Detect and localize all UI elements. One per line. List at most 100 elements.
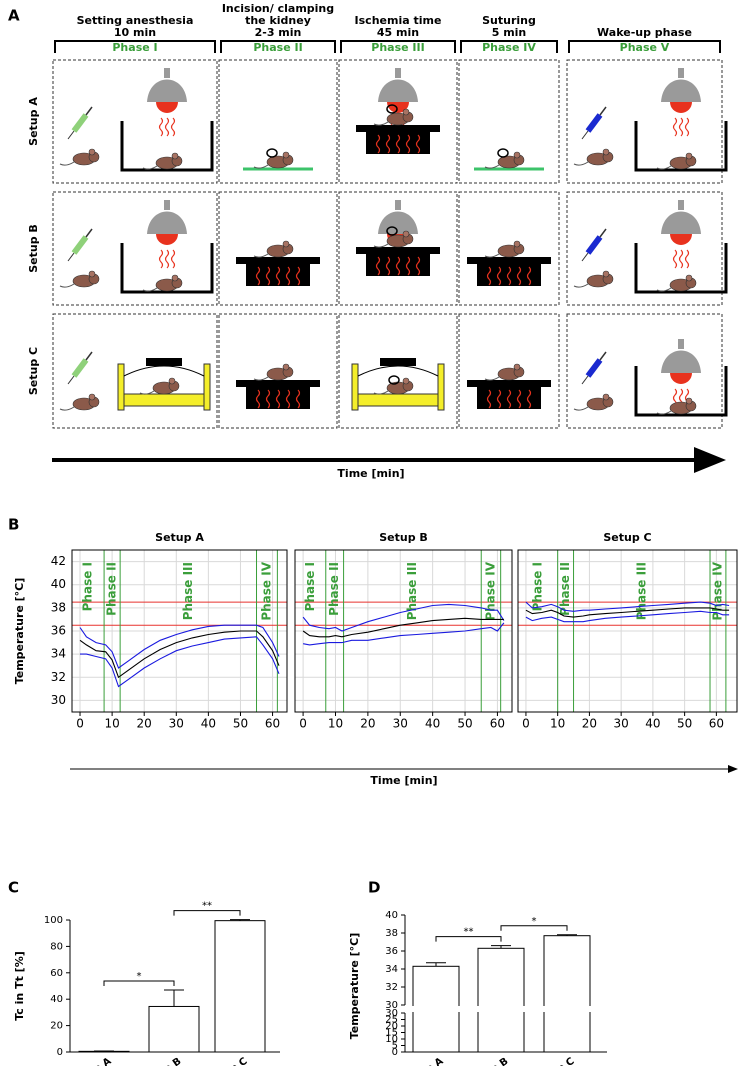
lamp-bulb [670,373,692,384]
phase-bracket [340,40,456,53]
y-tick-label: 20 [385,1021,398,1032]
time-arrow-head [694,447,726,473]
phase-bracket [54,40,216,53]
bed-post [203,363,211,411]
series-line [79,624,280,669]
phase-name: Phase II [253,41,302,54]
lamp-stem [678,339,684,349]
significance-label: ** [202,901,212,912]
heat-block [246,264,310,286]
phase-name: Phase I [112,41,157,54]
y-tick-label: 100 [44,915,63,926]
x-tick-label: 40 [645,717,660,731]
lamp-bulb [670,234,692,245]
setup-cell [566,313,723,429]
x-tick-label: 0 [299,717,307,731]
mouse-tail [573,161,589,166]
setup-cell [218,313,338,429]
axis-break [407,1006,607,1012]
heat-wave [275,389,281,409]
mouse-ear [602,270,610,278]
panel-label: A [8,7,20,25]
phase-title: 10 min [114,26,156,39]
mouse-ear [282,240,290,248]
lamp-bulb [670,102,692,113]
phase-label: Phase I [81,562,95,611]
clamp [386,226,398,236]
mouse-tail [373,121,389,126]
setup-cell [338,59,458,184]
phase-label: Phase IV [710,561,724,620]
phase-bracket [568,40,721,53]
heat-wave [395,256,401,276]
syringe-barrel [71,113,89,133]
significance-bracket [173,910,241,916]
syringe-plunger [599,228,607,238]
clamp [497,148,509,158]
heat-wave [265,266,271,286]
setup-cell [338,191,458,306]
lamp-stem [164,68,170,78]
series-line [79,630,280,679]
setup-label: Setup C [27,347,40,395]
heat-wave [385,134,391,154]
y-tick-label: 0 [57,1047,63,1058]
plot-frame [294,549,513,713]
heat-wave [405,134,411,154]
bed-post [351,363,359,411]
significance-label: * [137,971,142,982]
mouse-tail [142,165,158,170]
cage [634,243,728,294]
x-tick-label: 30 [393,717,408,731]
series-line [303,622,505,646]
setup-cell [338,313,458,429]
syringe-plunger [85,106,93,116]
syringe-needle [581,130,589,140]
heat-wave [526,266,532,286]
heat-wave [164,249,170,269]
y-tick-label: 34 [385,964,398,975]
heat-wave [506,389,512,409]
mouse-ear [513,363,521,371]
y-tick-label: 40 [385,910,398,921]
phase-label: Phase I [303,562,317,611]
chart-title: Setup B [379,531,428,544]
mouse-ear [88,270,96,278]
bar [543,935,591,1053]
heat-block [366,132,430,154]
x-tick-label: Setup A [71,1056,114,1066]
bar [477,947,525,1053]
syringe-plunger [85,228,93,238]
heat-wave [158,249,164,269]
x-tick-label: 30 [169,717,184,731]
cage [634,121,728,172]
x-tick-label: 0 [522,717,530,731]
y-axis-label: Tc in Tt [%] [13,951,26,1021]
mouse-tail [573,406,589,411]
x-axis-label: Time [min] [370,774,437,787]
mouse-tail [573,283,589,288]
series-line [525,601,730,612]
chart-title: Setup C [603,531,651,544]
setup-illustrations [52,59,728,429]
phase-bracket [460,40,558,53]
heat-wave [395,134,401,154]
y-tick-label: 0 [392,1047,398,1058]
heat-wave [170,249,176,269]
lamp-shade [378,211,418,234]
phase-title: Incision/ clamping [222,2,334,15]
y-tick-label: 15 [385,1028,398,1039]
phase-bracket [220,40,336,53]
heat-wave [496,266,502,286]
setup-cell [218,59,338,184]
heat-wave [516,266,522,286]
phase-label: Phase II [105,562,119,616]
syringe-needle [67,130,75,140]
syringe-needle [581,375,589,385]
mouse-tail [253,376,269,381]
bed-mattress [123,393,205,407]
mouse-ear [685,152,693,160]
heat-plate [236,257,320,264]
heat-plate [356,247,440,254]
setup-label: Setup A [27,97,40,146]
